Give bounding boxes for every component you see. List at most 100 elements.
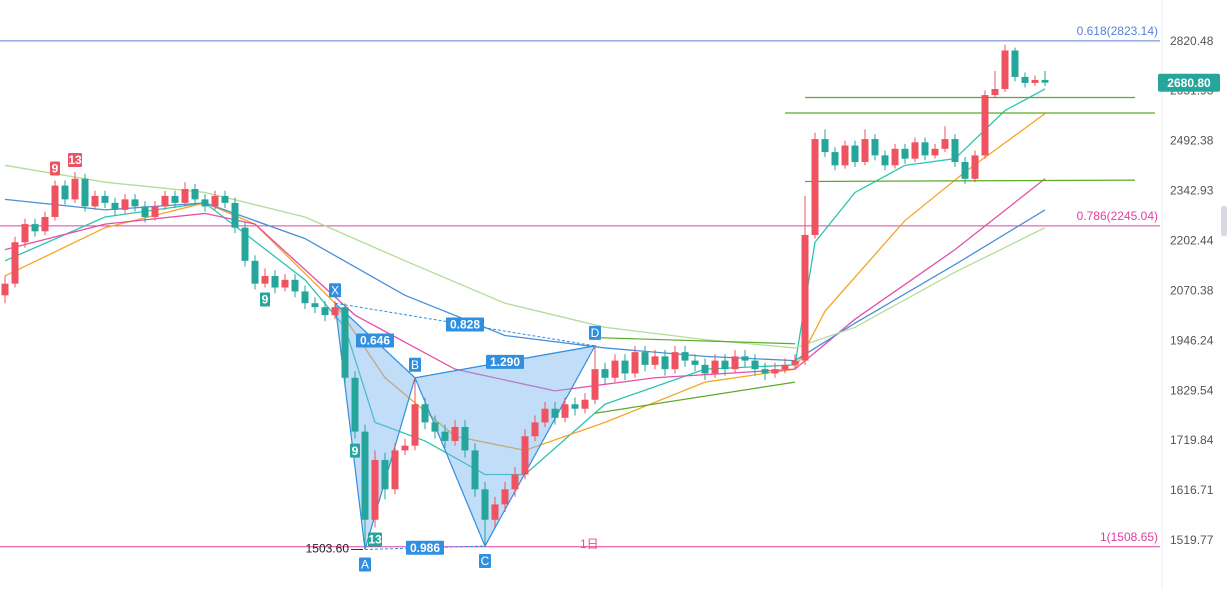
candle-body (221, 195, 229, 203)
td-badge (350, 443, 360, 458)
candle-body (841, 145, 849, 166)
candle-body (791, 360, 799, 365)
candle-body (771, 369, 779, 374)
fib-label: 1(1508.65) (1100, 530, 1158, 544)
candle-body (361, 431, 369, 520)
y-tick-label: 2820.48 (1170, 34, 1214, 48)
candle-body (731, 356, 739, 370)
td-badge (68, 153, 82, 168)
candle-body (1001, 50, 1009, 89)
candle-body (561, 404, 569, 418)
candle-body (881, 155, 889, 166)
pattern-point-badge (409, 357, 421, 372)
candle-body (671, 352, 679, 370)
candle-body (351, 377, 359, 432)
candle-body (171, 195, 179, 203)
td-label: 9 (352, 444, 359, 458)
pattern-point-label: C (481, 554, 490, 568)
candle-body (51, 185, 59, 217)
pattern-point-badge (589, 325, 601, 340)
candle-body (71, 178, 79, 200)
candle-body (81, 178, 89, 207)
candle-body (911, 142, 919, 159)
candle-body (301, 291, 309, 304)
candle-body (991, 88, 999, 96)
candle-body (371, 459, 379, 520)
candle-body (761, 369, 769, 374)
candle-body (31, 224, 39, 232)
candle-body (461, 426, 469, 451)
candle-body (981, 95, 989, 156)
trend-line (804, 179, 1136, 183)
moving-average (4, 88, 1046, 476)
candle-body (971, 155, 979, 179)
td-label: 13 (68, 153, 82, 167)
y-tick-label: 1719.84 (1170, 433, 1214, 447)
y-tick-label: 1616.71 (1170, 483, 1214, 497)
candle-body (511, 474, 519, 490)
candle-body (521, 436, 529, 475)
candle-body (591, 369, 599, 400)
td-label: 9 (262, 293, 269, 307)
candle-body (41, 216, 49, 232)
candle-body (831, 152, 839, 166)
trend-line (594, 381, 796, 414)
fib-label: 0.618(2823.14) (1077, 24, 1158, 38)
candle-body (921, 142, 929, 156)
td-badge (50, 161, 60, 176)
candle-body (261, 275, 269, 284)
current-price-badge (1158, 73, 1220, 92)
candle-body (331, 307, 339, 316)
candle-body (531, 422, 539, 437)
ratio-label: 1.290 (490, 355, 520, 369)
candle-body (21, 224, 29, 243)
candle-body (191, 189, 199, 200)
candle-body (131, 199, 139, 207)
candle-body (631, 352, 639, 374)
candle-body (431, 422, 439, 432)
candle-body (1021, 76, 1029, 83)
candle-body (701, 364, 709, 374)
trend-line (594, 336, 796, 345)
ratio-label: 0.646 (360, 334, 390, 348)
candle-body (721, 360, 729, 370)
candle-body (961, 161, 969, 179)
candle-body (1041, 79, 1049, 83)
candle-body (581, 399, 589, 409)
candle-body (11, 242, 19, 284)
candle-body (1031, 79, 1039, 83)
ratio-label: 0.986 (410, 541, 440, 555)
candle-body (741, 356, 749, 361)
current-price-label: 2680.80 (1167, 76, 1211, 90)
candle-body (541, 408, 549, 423)
candle-body (871, 139, 879, 156)
pattern-point-label: X (331, 283, 339, 297)
candle-body (161, 195, 169, 207)
candle-body (401, 445, 409, 451)
td-badge (368, 532, 382, 547)
candle-body (421, 404, 429, 423)
y-tick-label: 2070.38 (1170, 283, 1214, 297)
candle-body (651, 356, 659, 365)
candle-body (341, 307, 349, 378)
candle-body (941, 139, 949, 149)
candle-body (151, 206, 159, 217)
candle-body (311, 303, 319, 308)
candle-body (211, 195, 219, 207)
y-tick-label: 1946.24 (1170, 333, 1214, 347)
y-tick-label: 2492.38 (1170, 134, 1214, 148)
candle-body (441, 431, 449, 441)
candle-body (451, 426, 459, 441)
scroll-handle[interactable] (1221, 206, 1227, 236)
candle-body (571, 404, 579, 409)
candle-body (551, 408, 559, 418)
pattern-point-label: D (591, 326, 600, 340)
y-tick-label: 1519.77 (1170, 533, 1214, 547)
candle-body (281, 279, 289, 288)
candle-body (501, 489, 509, 505)
candle-body (381, 459, 389, 490)
interval-label: 1日 (580, 537, 599, 551)
ratio-label: 0.828 (450, 318, 480, 332)
